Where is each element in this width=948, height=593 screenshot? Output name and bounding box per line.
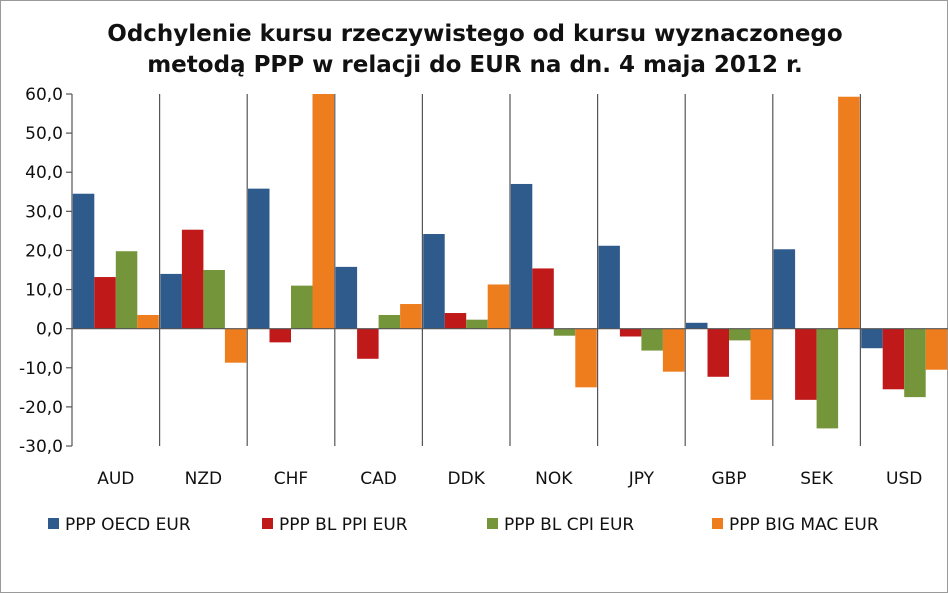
bar bbox=[248, 188, 270, 329]
bar bbox=[662, 328, 685, 372]
bar bbox=[553, 328, 576, 336]
y-tick-label: 40,0 bbox=[25, 163, 63, 183]
bar bbox=[444, 313, 467, 329]
bar bbox=[72, 193, 95, 329]
bar bbox=[773, 249, 796, 329]
bar bbox=[181, 229, 204, 329]
y-tick-label: 50,0 bbox=[25, 124, 63, 144]
bar bbox=[510, 183, 533, 329]
legend-label: PPP OECD EUR bbox=[65, 515, 191, 535]
bar bbox=[94, 277, 116, 329]
bar bbox=[861, 328, 883, 349]
chart-title-line2: metodą PPP w relacji do EUR na dn. 4 maj… bbox=[147, 52, 803, 78]
bar bbox=[619, 328, 642, 337]
bar bbox=[750, 328, 772, 400]
x-category-label: DDK bbox=[448, 469, 486, 489]
bar bbox=[904, 328, 926, 398]
x-category-label: CHF bbox=[274, 469, 308, 489]
bar bbox=[378, 314, 401, 329]
bar bbox=[160, 273, 182, 329]
y-tick-label: -10,0 bbox=[19, 359, 63, 379]
bar bbox=[575, 328, 597, 388]
y-tick-label: 60,0 bbox=[25, 85, 63, 105]
x-category-label: CAD bbox=[360, 469, 397, 489]
bar bbox=[532, 268, 554, 329]
x-category-label: SEK bbox=[800, 469, 834, 489]
chart-title-line1: Odchylenie kursu rzeczywistego od kursu … bbox=[107, 21, 843, 47]
bar bbox=[729, 328, 751, 341]
x-category-label: GBP bbox=[711, 469, 746, 489]
bar bbox=[641, 328, 663, 351]
y-tick-label: 0,0 bbox=[36, 320, 63, 340]
bar bbox=[487, 284, 510, 329]
bar bbox=[357, 328, 379, 359]
y-tick-label: -30,0 bbox=[19, 437, 63, 457]
x-category-label: JPY bbox=[628, 469, 655, 489]
legend-swatch bbox=[48, 518, 59, 529]
bar bbox=[115, 251, 138, 329]
bar bbox=[137, 314, 159, 329]
legend-swatch bbox=[487, 518, 498, 529]
x-category-label: NZD bbox=[185, 469, 222, 489]
legend-swatch bbox=[262, 518, 273, 529]
bar bbox=[598, 245, 620, 329]
legend-label: PPP BIG MAC EUR bbox=[729, 515, 879, 535]
legend-label: PPP BL CPI EUR bbox=[504, 515, 634, 535]
bar bbox=[335, 266, 358, 329]
bar bbox=[795, 328, 817, 400]
bar bbox=[816, 328, 839, 429]
bar bbox=[882, 328, 905, 390]
y-tick-label: -20,0 bbox=[19, 398, 63, 418]
bar bbox=[203, 270, 225, 329]
legend-label: PPP BL PPI EUR bbox=[279, 515, 408, 535]
bar bbox=[838, 96, 860, 329]
bar bbox=[686, 322, 708, 329]
bar bbox=[224, 328, 247, 363]
chart-title: Odchylenie kursu rzeczywistego od kursu … bbox=[1, 19, 948, 81]
bar bbox=[312, 94, 334, 329]
bar bbox=[707, 328, 729, 377]
bar bbox=[400, 304, 422, 329]
x-category-label: USD bbox=[886, 469, 922, 489]
y-tick-label: 30,0 bbox=[25, 202, 63, 222]
x-category-label: NOK bbox=[535, 469, 573, 489]
bar bbox=[466, 319, 488, 329]
bar bbox=[291, 285, 313, 329]
x-category-label: AUD bbox=[97, 469, 134, 489]
legend-swatch bbox=[712, 518, 723, 529]
bar bbox=[423, 234, 445, 329]
bar bbox=[269, 328, 291, 343]
bar bbox=[925, 328, 948, 370]
y-tick-label: 10,0 bbox=[25, 281, 63, 301]
y-tick-label: 20,0 bbox=[25, 241, 63, 261]
